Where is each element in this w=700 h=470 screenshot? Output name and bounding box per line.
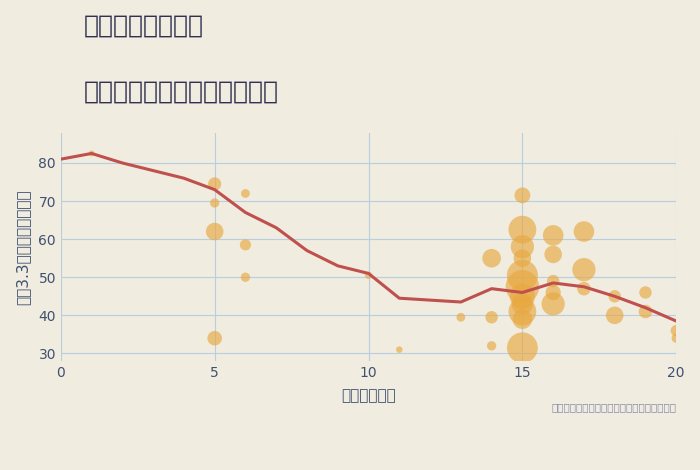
Point	[486, 254, 497, 262]
Point	[486, 342, 497, 350]
Point	[578, 266, 589, 274]
Point	[86, 149, 97, 157]
Point	[671, 335, 682, 342]
Point	[486, 313, 497, 321]
Point	[578, 285, 589, 292]
Point	[547, 277, 559, 285]
Point	[455, 313, 466, 321]
Point	[640, 289, 651, 296]
Point	[393, 346, 405, 353]
Text: 円の大きさは、取引のあった物件面積を示す: 円の大きさは、取引のあった物件面積を示す	[552, 402, 676, 412]
Point	[240, 241, 251, 249]
Point	[517, 243, 528, 251]
Point	[609, 292, 620, 300]
X-axis label: 駅距離（分）: 駅距離（分）	[341, 388, 396, 403]
Point	[547, 289, 559, 296]
Point	[517, 300, 528, 308]
Point	[517, 308, 528, 315]
Point	[547, 300, 559, 308]
Point	[209, 228, 220, 235]
Point	[240, 274, 251, 281]
Text: 神奈川県寒川駅の: 神奈川県寒川駅の	[84, 14, 204, 38]
Point	[517, 272, 528, 279]
Point	[209, 180, 220, 188]
Point	[209, 199, 220, 207]
Point	[547, 251, 559, 258]
Point	[240, 190, 251, 197]
Point	[517, 283, 528, 290]
Point	[517, 344, 528, 352]
Point	[517, 226, 528, 234]
Point	[671, 327, 682, 334]
Point	[517, 315, 528, 323]
Point	[609, 312, 620, 319]
Point	[547, 232, 559, 239]
Point	[640, 308, 651, 315]
Point	[363, 272, 374, 279]
Text: 駅距離別中古マンション価格: 駅距離別中古マンション価格	[84, 80, 279, 104]
Point	[209, 335, 220, 342]
Point	[517, 292, 528, 300]
Point	[517, 254, 528, 262]
Y-axis label: 坪（3.3㎡）単価（万円）: 坪（3.3㎡）単価（万円）	[15, 189, 30, 305]
Point	[578, 228, 589, 235]
Point	[517, 192, 528, 199]
